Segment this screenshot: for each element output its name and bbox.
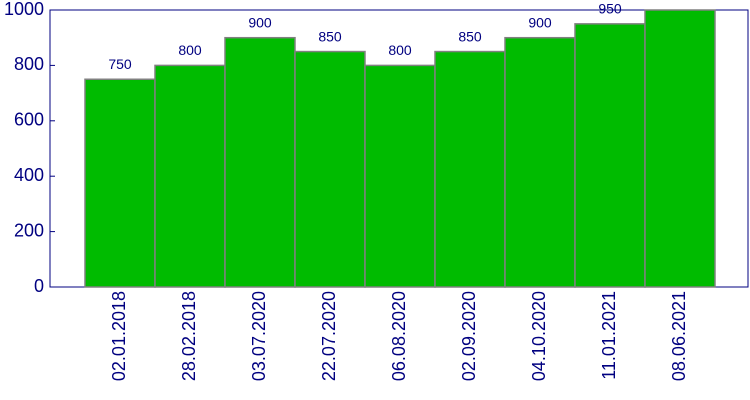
value-label: 900 [528,14,552,30]
x-tick-label: 08.06.2021 [669,291,689,381]
value-label: 850 [318,28,342,44]
y-tick-label: 600 [14,110,44,130]
value-label: 750 [108,56,132,72]
y-tick-label: 1000 [4,0,44,19]
bar [644,9,716,288]
x-tick-label: 03.07.2020 [249,291,269,381]
value-label: 800 [388,42,412,58]
x-tick-label: 02.09.2020 [459,291,479,381]
x-tick-label: 11.01.2021 [599,291,619,380]
bar [574,23,646,288]
value-label: 850 [458,28,482,44]
bar [154,64,226,288]
x-tick-label: 22.07.2020 [319,291,339,381]
bar [504,36,576,288]
x-tick-label: 02.01.2018 [109,291,129,381]
y-tick-label: 400 [14,165,44,185]
y-tick-label: 800 [14,54,44,74]
x-tick-label: 04.10.2020 [529,291,549,381]
value-label: 1000 [664,0,695,3]
x-tick-label: 28.02.2018 [179,291,199,381]
value-label: 800 [178,42,202,58]
bar [84,78,156,288]
x-tick-label: 06.08.2020 [389,291,409,381]
bar [294,50,366,288]
y-tick-label: 200 [14,220,44,240]
bar [224,36,296,288]
value-label: 900 [248,14,272,30]
value-label: 950 [598,1,622,17]
bar [364,64,436,288]
y-tick-label: 0 [34,276,44,296]
bar [434,50,506,288]
